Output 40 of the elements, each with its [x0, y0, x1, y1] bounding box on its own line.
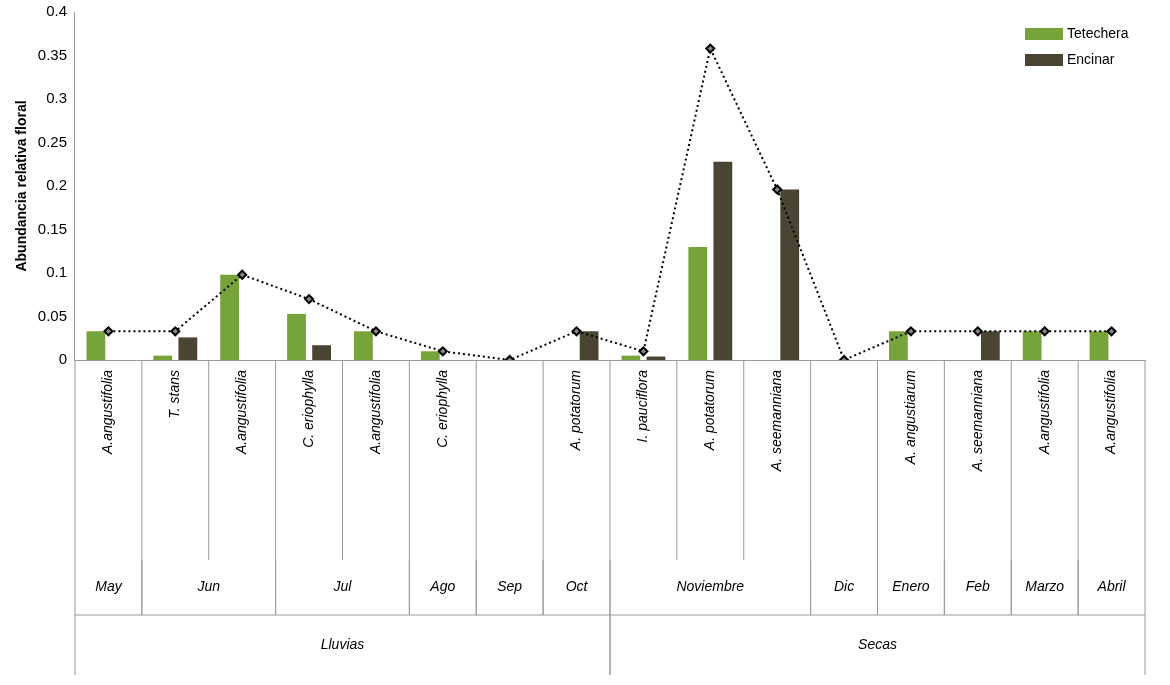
x-tick-label: A. potatorum — [701, 369, 718, 452]
y-tick-label: 0.3 — [46, 89, 67, 107]
text: Jun — [196, 577, 221, 594]
x-tick-label: A. seemanniana — [768, 369, 785, 473]
x-tick-label: A.angustifolia — [366, 369, 383, 456]
y-tick-label: 0.35 — [37, 45, 67, 63]
legend-label: Encinar — [1067, 50, 1115, 67]
text: Oct — [565, 577, 589, 594]
text: Enero — [892, 577, 930, 594]
text: Abril — [1096, 577, 1127, 594]
y-tick-label: 0.2 — [46, 176, 67, 194]
text: Ago — [429, 577, 456, 594]
x-tick-label: A.angustifolia — [99, 369, 116, 456]
x-tick-label: A. angustiarum — [901, 369, 918, 466]
text: Dic — [833, 577, 855, 594]
y-tick-label: 0 — [58, 350, 67, 368]
text: Lluvias — [320, 635, 365, 652]
x-tick-label: A.angustifolia — [233, 369, 250, 456]
text: Sep — [497, 577, 523, 594]
text: Jul — [332, 577, 353, 594]
x-tick-label: A.angustifolia — [1102, 369, 1119, 456]
text: Noviembre — [676, 577, 745, 594]
text: Secas — [858, 635, 897, 652]
legend-label: Tetechera — [1067, 24, 1129, 41]
x-tick-label: C. eriophylla — [433, 369, 450, 448]
x-tick-label: T. stans — [166, 370, 183, 419]
text: Feb — [965, 577, 991, 594]
y-tick-label: 0.15 — [37, 219, 67, 237]
y-tick-label: 0.4 — [46, 2, 67, 20]
y-axis-title: Abundancia relativa floral — [13, 100, 30, 272]
y-tick-label: 0.05 — [37, 306, 67, 324]
x-tick-label: A. potatorum — [567, 369, 584, 452]
text: May — [95, 577, 123, 594]
x-tick-label: A.angustifolia — [1035, 369, 1052, 456]
x-tick-label: I. pauciflora — [634, 369, 651, 443]
x-tick-label: A. seemanniana — [968, 369, 985, 473]
y-tick-label: 0.1 — [46, 263, 67, 281]
y-tick-label: 0.25 — [37, 132, 67, 150]
x-tick-label: C. eriophylla — [299, 369, 316, 448]
text: Marzo — [1025, 577, 1065, 594]
